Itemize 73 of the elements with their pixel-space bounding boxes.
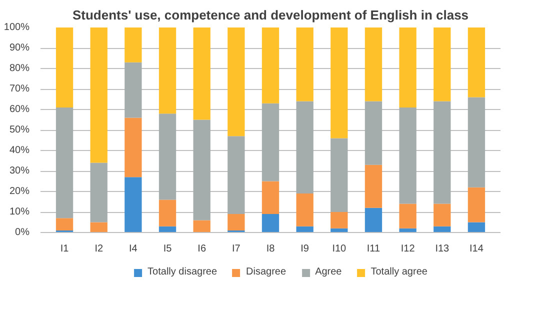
x-tick-label: I6 — [198, 244, 206, 254]
bar — [158, 28, 176, 114]
bar — [124, 118, 142, 178]
y-tick-label: 70% — [9, 84, 30, 94]
bar — [296, 101, 314, 194]
bar — [193, 120, 210, 220]
y-tick-label: 90% — [9, 42, 30, 54]
x-tick-label: I9 — [300, 244, 310, 254]
bar — [124, 62, 142, 118]
legend-label: Totally agree — [370, 266, 428, 278]
bar — [364, 28, 382, 102]
bar — [124, 28, 142, 62]
bar — [330, 28, 348, 138]
bar — [56, 28, 74, 108]
x-tick-label: I10 — [332, 244, 347, 254]
bar — [262, 103, 280, 182]
bar — [399, 28, 416, 108]
bar — [434, 28, 451, 102]
bar — [262, 214, 280, 232]
x-tick-label: I7 — [232, 244, 241, 254]
bar — [296, 28, 314, 102]
legend-label: Totally disagree — [148, 266, 218, 278]
x-tick-label: I12 — [400, 244, 416, 254]
bar — [296, 226, 314, 232]
y-tick-label: 80% — [9, 63, 30, 74]
bar — [364, 101, 382, 165]
bar — [330, 138, 348, 212]
bar — [434, 204, 451, 226]
x-tick-label: I14 — [470, 244, 484, 254]
bar — [193, 28, 210, 120]
bar — [399, 204, 416, 228]
y-tick-label: 40% — [9, 145, 30, 156]
legend-label: Agree — [315, 266, 342, 278]
y-tick-label: 60% — [9, 104, 30, 115]
bar — [158, 200, 176, 226]
bar — [56, 107, 74, 218]
y-tick-label: 0% — [15, 227, 30, 238]
bar — [56, 218, 74, 230]
bar — [434, 101, 451, 204]
bar — [330, 212, 348, 228]
x-tick-label: I2 — [94, 244, 104, 254]
bar — [193, 220, 210, 232]
x-tick-label: I5 — [163, 244, 172, 254]
x-tick-label: I1 — [60, 244, 70, 254]
bar — [228, 214, 245, 230]
bar — [399, 107, 416, 204]
y-tick-label: 20% — [9, 186, 30, 197]
x-tick-label: I11 — [366, 244, 381, 254]
y-tick-label: 10% — [9, 206, 30, 218]
bar — [228, 28, 245, 136]
bar — [90, 162, 108, 222]
bar — [90, 28, 108, 163]
bar — [468, 28, 486, 98]
bar — [468, 187, 486, 222]
bar — [262, 28, 280, 104]
bar — [228, 136, 245, 214]
bar — [124, 177, 142, 232]
bar — [262, 181, 280, 214]
bar — [296, 194, 314, 226]
y-tick-label: 30% — [9, 166, 30, 176]
bar — [468, 222, 486, 232]
y-tick-label: 100% — [4, 22, 30, 33]
y-tick-label: 50% — [9, 124, 30, 136]
chart-title: Students' use, competence and development of English in class — [72, 8, 469, 22]
x-tick-label: I13 — [435, 244, 450, 254]
bar — [364, 208, 382, 232]
bar — [158, 114, 176, 200]
x-tick-label: I8 — [266, 244, 276, 254]
bar — [90, 222, 108, 232]
x-tick-label: I4 — [129, 244, 138, 254]
legend-label: Disagree — [246, 266, 286, 278]
bar — [468, 97, 486, 188]
bar — [364, 164, 382, 208]
